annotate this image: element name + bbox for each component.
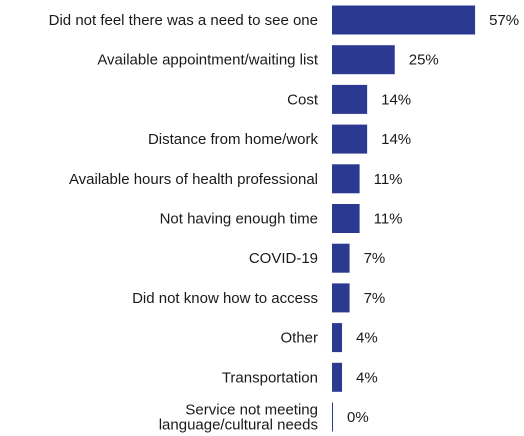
bar-9 [332,362,343,392]
category-label-line: Cost [287,91,319,108]
value-label-8: 4% [356,330,378,347]
category-label-line: Transportation [222,369,318,386]
bar-6 [332,243,350,273]
value-label-4: 11% [374,171,403,188]
category-label-7: Did not know how to access [132,290,318,307]
bar-2 [332,84,368,114]
category-labels: Did not feel there was a need to see one… [49,12,319,434]
value-label-3: 14% [381,131,411,148]
category-label-line: language/cultural needs [159,417,318,434]
category-label-line: Available hours of health professional [69,171,318,188]
bar-3 [332,124,368,154]
category-label-8: Other [280,330,318,347]
value-label-9: 4% [356,369,378,386]
bar-1 [332,45,395,75]
value-label-7: 7% [364,290,386,307]
category-label-3: Distance from home/work [148,131,319,148]
bar-8 [332,323,343,353]
value-labels: 57% 25% 14% 14% 11% 11% 7% 7% 4% 4% 0% [347,12,519,426]
category-label-line: Did not know how to access [132,290,318,307]
category-label-line: Distance from home/work [148,131,319,148]
value-label-10: 0% [347,409,369,426]
bar-4 [332,164,360,194]
category-label-line: Service not meeting [185,402,318,419]
category-label-line: Did not feel there was a need to see one [49,12,318,29]
category-label-10: Service not meeting language/cultural nee… [159,402,318,434]
bar-5 [332,204,360,233]
category-label-4: Available hours of health professional [69,171,318,188]
bar-7 [332,283,350,313]
category-label-line: Other [280,330,318,347]
value-label-0: 57% [489,12,519,29]
category-label-6: COVID-19 [249,250,318,267]
category-label-9: Transportation [222,369,318,386]
bars [332,5,476,432]
category-label-1: Available appointment/waiting list [97,52,319,69]
category-label-5: Not having enough time [160,211,318,228]
category-label-2: Cost [287,91,319,108]
bar-10 [332,402,333,432]
category-label-line: COVID-19 [249,250,318,267]
category-label-0: Did not feel there was a need to see one [49,12,318,29]
category-label-line: Not having enough time [160,211,318,228]
category-label-line: Available appointment/waiting list [97,52,319,69]
value-label-1: 25% [409,52,439,69]
value-label-2: 14% [381,91,411,108]
value-label-5: 11% [374,211,403,228]
bar-0 [332,5,476,35]
value-label-6: 7% [364,250,386,267]
